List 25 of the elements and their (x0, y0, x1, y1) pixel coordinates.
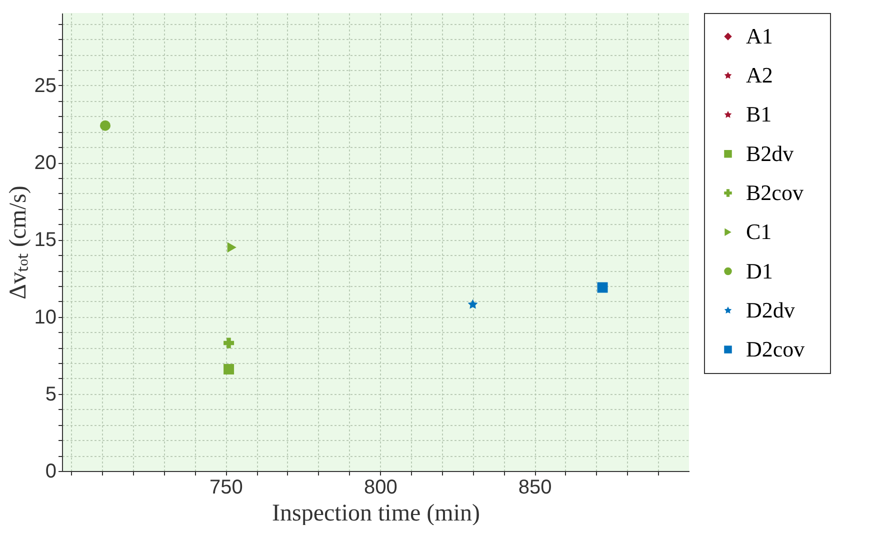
x-tick-label: 800 (364, 476, 398, 498)
y-tick-label: 0 (45, 460, 56, 482)
legend-label: D2cov (746, 336, 805, 362)
legend-label: D1 (746, 258, 773, 284)
y-tick-label: 10 (34, 306, 56, 328)
legend-label: A1 (746, 23, 773, 48)
y-tick-label: 25 (34, 74, 56, 97)
legend-label: B2dv (746, 140, 794, 166)
point (224, 338, 234, 348)
point (100, 120, 110, 131)
legend-label: A2 (746, 62, 773, 88)
y-tick-label: 5 (45, 383, 56, 406)
legend-label: B2cov (746, 180, 804, 205)
point (227, 242, 236, 253)
y-tick-label: 15 (34, 229, 56, 252)
legend-label: B1 (746, 102, 772, 127)
point (597, 282, 608, 293)
x-tick-label: 850 (518, 476, 552, 498)
y-axis-title: Δvₜₒₜ (cm/s) (5, 186, 32, 300)
y-tick-label: 20 (34, 152, 56, 174)
point (468, 299, 478, 309)
legend-label: D2dv (746, 297, 795, 322)
point (224, 364, 234, 374)
legend-label: C1 (746, 219, 772, 244)
x-tick-label: 750 (210, 476, 243, 498)
